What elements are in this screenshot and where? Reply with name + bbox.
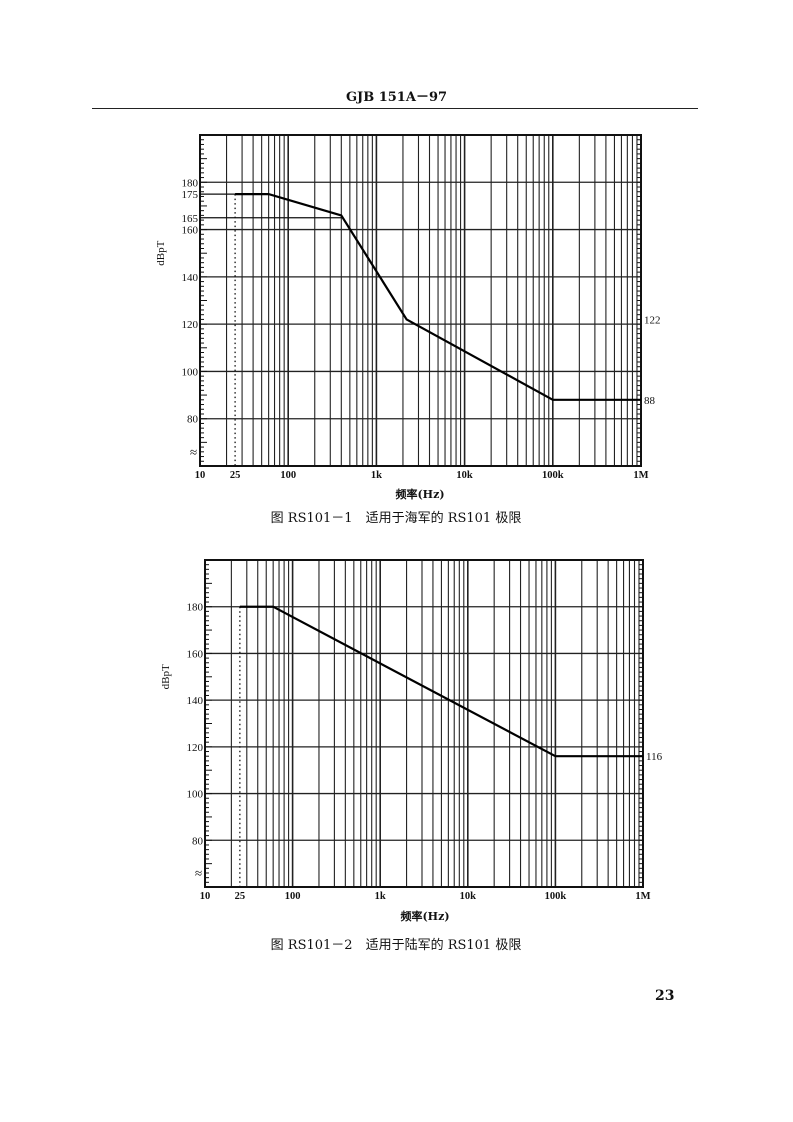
- chart2-x-axis-label: 频率(Hz): [400, 910, 450, 923]
- x-tick-label: 100: [280, 470, 296, 481]
- x-tick-label: 10k: [456, 470, 473, 481]
- x-tick-label: 25: [230, 470, 241, 481]
- y-tick-label: 180: [187, 602, 204, 614]
- y-tick-label: 120: [187, 742, 204, 754]
- y-tick-label: 165: [182, 213, 199, 225]
- document-id-header: GJB 151A－97: [345, 90, 448, 105]
- right-value-label: 116: [646, 751, 663, 763]
- y-tick-label: 100: [182, 366, 199, 378]
- limit-curve: [235, 193, 641, 401]
- plot-frame: [199, 134, 642, 467]
- y-tick-label: 100: [187, 789, 204, 801]
- y-tick-label: 160: [187, 648, 204, 660]
- x-tick-label: 100: [285, 891, 301, 902]
- header-divider: [92, 108, 698, 109]
- limit-curve: [239, 605, 643, 758]
- y-tick-label: 160: [182, 225, 199, 237]
- y-tick-label: 180: [182, 177, 199, 189]
- plot-frame: [204, 559, 644, 888]
- x-tick-label: 1M: [633, 470, 648, 481]
- right-value-label: 122: [644, 314, 661, 326]
- y-tick-label: 175: [182, 189, 199, 201]
- axis-break-icon: ≈: [195, 866, 202, 881]
- y-tick-label: 120: [182, 319, 199, 331]
- chart1-x-axis-label: 频率(Hz): [395, 488, 445, 501]
- chart-army-rs101-limit: 116 80 100 120 140 160 180 10 25 100 1k 10k 100k 1M dB…: [160, 559, 663, 902]
- y-tick-label: 80: [187, 414, 199, 426]
- y-axis-label: dBpT: [160, 664, 172, 689]
- axis-break-icon: ≈: [190, 445, 197, 460]
- y-tick-label: 80: [192, 835, 204, 847]
- chart1-caption: 图 RS101－1 适用于海军的 RS101 极限: [270, 511, 522, 526]
- x-tick-label: 1k: [375, 891, 386, 902]
- y-tick-label: 140: [182, 272, 199, 284]
- page-number: 23: [655, 988, 675, 1004]
- y-tick-label: 140: [187, 695, 204, 707]
- x-tick-label: 10: [200, 891, 211, 902]
- y-axis-label: dBpT: [155, 240, 167, 265]
- x-tick-label: 1M: [635, 891, 650, 902]
- x-tick-label: 25: [235, 891, 246, 902]
- right-value-label: 88: [644, 395, 656, 407]
- chart2-caption: 图 RS101－2 适用于陆军的 RS101 极限: [270, 938, 522, 953]
- x-tick-label: 100k: [542, 470, 564, 481]
- x-tick-label: 100k: [545, 891, 567, 902]
- x-tick-label: 1k: [371, 470, 382, 481]
- x-tick-label: 10k: [460, 891, 477, 902]
- x-tick-label: 10: [195, 470, 206, 481]
